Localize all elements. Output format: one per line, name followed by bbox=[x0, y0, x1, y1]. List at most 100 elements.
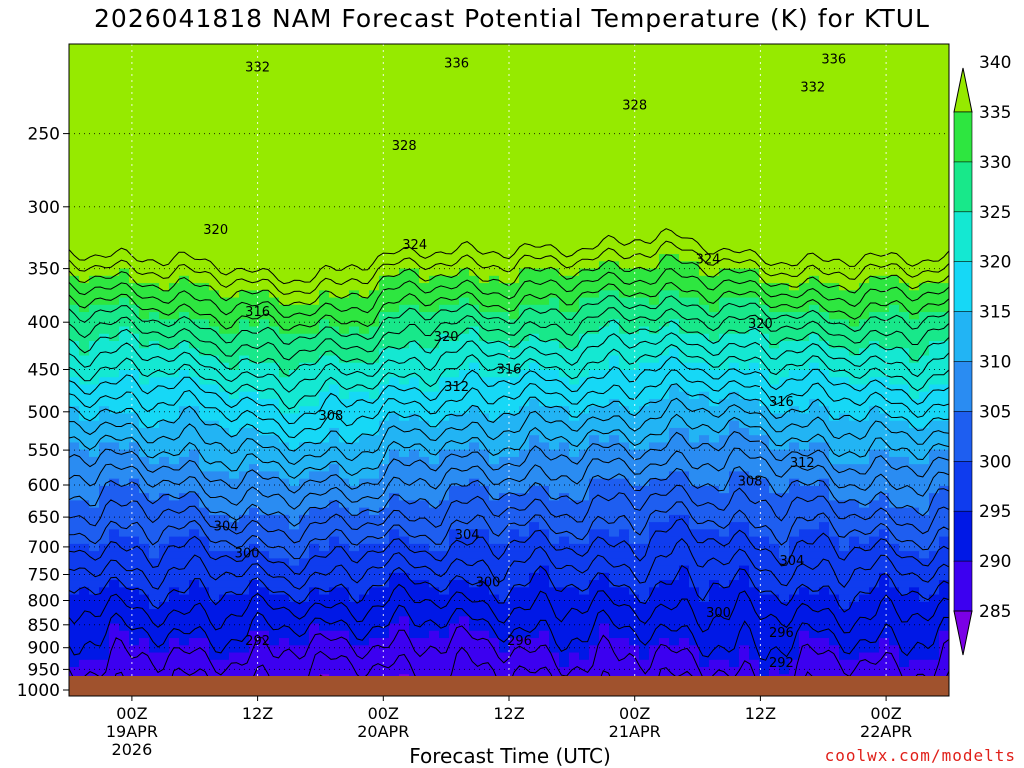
band-cell bbox=[799, 72, 810, 81]
band-cell bbox=[239, 109, 250, 118]
band-cell bbox=[299, 123, 310, 132]
band-cell bbox=[709, 333, 720, 342]
band-cell bbox=[469, 138, 480, 147]
band-cell bbox=[779, 138, 790, 147]
band-cell bbox=[239, 188, 250, 197]
band-cell bbox=[789, 319, 800, 328]
band-cell bbox=[239, 254, 250, 262]
band-cell bbox=[329, 109, 340, 118]
band-cell bbox=[339, 326, 350, 335]
band-cell bbox=[469, 398, 480, 407]
band-cell bbox=[429, 109, 440, 118]
band-cell bbox=[469, 123, 480, 132]
band-cell bbox=[369, 217, 380, 226]
band-cell bbox=[829, 420, 840, 429]
band-cell bbox=[499, 80, 510, 89]
band-cell bbox=[389, 196, 400, 204]
band-cell bbox=[869, 413, 880, 422]
band-cell bbox=[489, 101, 500, 110]
band-cell bbox=[99, 268, 110, 277]
band-cell bbox=[319, 109, 330, 118]
band-cell bbox=[899, 261, 910, 270]
band-cell bbox=[299, 145, 310, 154]
band-cell bbox=[229, 65, 240, 74]
band-cell bbox=[769, 406, 780, 415]
band-cell bbox=[739, 58, 750, 67]
band-cell bbox=[319, 413, 330, 422]
band-cell bbox=[579, 319, 590, 328]
band-cell bbox=[209, 44, 220, 52]
band-cell bbox=[159, 225, 170, 233]
band-cell bbox=[269, 217, 280, 226]
band-cell bbox=[939, 80, 949, 89]
band-cell bbox=[129, 65, 140, 74]
band-cell bbox=[509, 377, 520, 386]
band-cell bbox=[219, 290, 230, 299]
band-cell bbox=[119, 427, 130, 436]
band-cell bbox=[259, 420, 270, 429]
band-cell bbox=[779, 377, 790, 386]
band-cell bbox=[609, 341, 620, 349]
band-cell bbox=[599, 123, 610, 132]
band-cell bbox=[399, 246, 410, 255]
band-cell bbox=[479, 304, 490, 313]
band-cell bbox=[369, 254, 380, 262]
band-cell bbox=[939, 442, 949, 451]
band-cell bbox=[719, 362, 730, 371]
band-cell bbox=[859, 435, 870, 444]
band-cell bbox=[399, 355, 410, 364]
band-cell bbox=[649, 283, 660, 291]
band-cell bbox=[99, 58, 110, 67]
band-cell bbox=[229, 138, 240, 147]
band-cell bbox=[699, 362, 710, 371]
band-cell bbox=[579, 58, 590, 67]
band-cell bbox=[599, 406, 610, 415]
band-cell bbox=[859, 413, 870, 422]
band-cell bbox=[409, 413, 420, 422]
band-cell bbox=[509, 406, 520, 415]
band-cell bbox=[659, 181, 670, 190]
band-cell bbox=[869, 225, 880, 233]
band-cell bbox=[909, 159, 920, 168]
band-cell bbox=[819, 210, 830, 219]
band-cell bbox=[579, 427, 590, 436]
band-cell bbox=[609, 210, 620, 219]
band-cell bbox=[129, 312, 140, 320]
band-cell bbox=[439, 370, 450, 378]
band-cell bbox=[469, 435, 480, 444]
band-cell bbox=[149, 94, 160, 103]
band-cell bbox=[119, 362, 130, 371]
band-cell bbox=[379, 312, 390, 320]
band-cell bbox=[329, 304, 340, 313]
band-cell bbox=[259, 123, 270, 132]
band-cell bbox=[509, 297, 520, 306]
band-cell bbox=[499, 225, 510, 233]
band-cell bbox=[319, 130, 330, 139]
band-cell bbox=[439, 246, 450, 255]
band-cell bbox=[629, 319, 640, 328]
band-cell bbox=[699, 174, 710, 183]
band-cell bbox=[269, 384, 280, 393]
band-cell bbox=[99, 87, 110, 96]
band-cell bbox=[809, 333, 820, 342]
band-cell bbox=[319, 254, 330, 262]
band-cell bbox=[659, 159, 670, 168]
band-cell bbox=[549, 427, 560, 436]
band-cell bbox=[879, 210, 890, 219]
band-cell bbox=[519, 427, 530, 436]
band-cell bbox=[889, 94, 900, 103]
band-cell bbox=[579, 442, 590, 451]
band-cell bbox=[479, 326, 490, 335]
band-cell bbox=[159, 145, 170, 154]
band-cell bbox=[429, 348, 440, 357]
band-cell bbox=[819, 232, 830, 241]
band-cell bbox=[479, 225, 490, 233]
band-cell bbox=[809, 159, 820, 168]
band-cell bbox=[299, 80, 310, 89]
band-cell bbox=[569, 304, 580, 313]
band-cell bbox=[569, 442, 580, 451]
band-cell bbox=[369, 341, 380, 349]
band-cell bbox=[289, 333, 300, 342]
band-cell bbox=[399, 290, 410, 299]
band-cell bbox=[579, 254, 590, 262]
